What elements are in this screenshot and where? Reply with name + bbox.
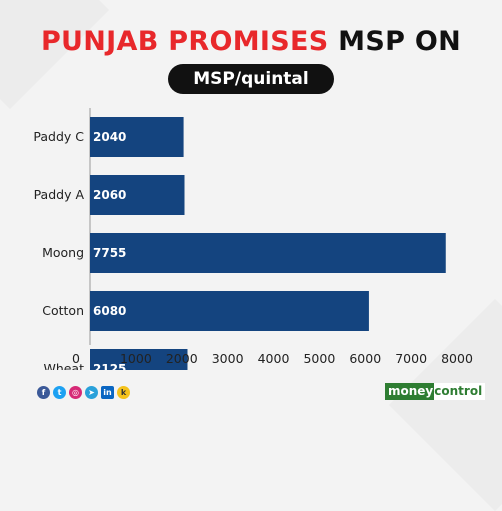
x-tick-label: 2000 [166, 351, 198, 366]
moneycontrol-logo: money control [385, 383, 486, 400]
x-tick-label: 8000 [441, 351, 473, 366]
bar-chart: Paddy C 2040 Paddy A 2060 Moong 7755 Cotton 608… [33, 108, 473, 370]
data-label: 2060 [93, 188, 126, 202]
bar [90, 349, 188, 370]
bar [90, 175, 185, 215]
data-label: 7755 [93, 246, 126, 260]
data-label: 2125 [93, 362, 126, 370]
category-label: Moong [42, 245, 84, 260]
bar [90, 117, 184, 157]
x-tick-label: 1000 [120, 351, 152, 366]
telegram-icon[interactable]: ➤ [85, 386, 98, 399]
unit-pill: MSP/quintal [168, 64, 334, 94]
x-tick-label: 3000 [212, 351, 244, 366]
data-label: 2040 [93, 130, 126, 144]
x-tick-label: 7000 [395, 351, 427, 366]
bar [90, 291, 369, 331]
koo-icon[interactable]: k [117, 386, 130, 399]
x-tick-label: 6000 [349, 351, 381, 366]
social-icons: f t ◎ ➤ in k [37, 386, 130, 399]
bar [90, 233, 446, 273]
logo-control-text: control [434, 383, 486, 400]
title-part-black: MSP ON [338, 26, 462, 57]
logo-money-text: money [385, 383, 435, 400]
data-label: 6080 [93, 304, 126, 318]
category-label: Cotton [42, 303, 84, 318]
linkedin-icon[interactable]: in [101, 386, 114, 399]
x-tick-label: 0 [72, 351, 80, 366]
category-label: Paddy A [34, 187, 85, 202]
category-label: Wheat [43, 361, 84, 370]
title-part-red: PUNJAB PROMISES [40, 26, 329, 57]
x-tick-label: 4000 [258, 351, 290, 366]
x-tick-label: 5000 [303, 351, 335, 366]
category-label: Paddy C [33, 129, 84, 144]
facebook-icon[interactable]: f [37, 386, 50, 399]
instagram-icon[interactable]: ◎ [69, 386, 82, 399]
twitter-icon[interactable]: t [53, 386, 66, 399]
chart-title: PUNJAB PROMISES MSP ON [0, 26, 502, 57]
